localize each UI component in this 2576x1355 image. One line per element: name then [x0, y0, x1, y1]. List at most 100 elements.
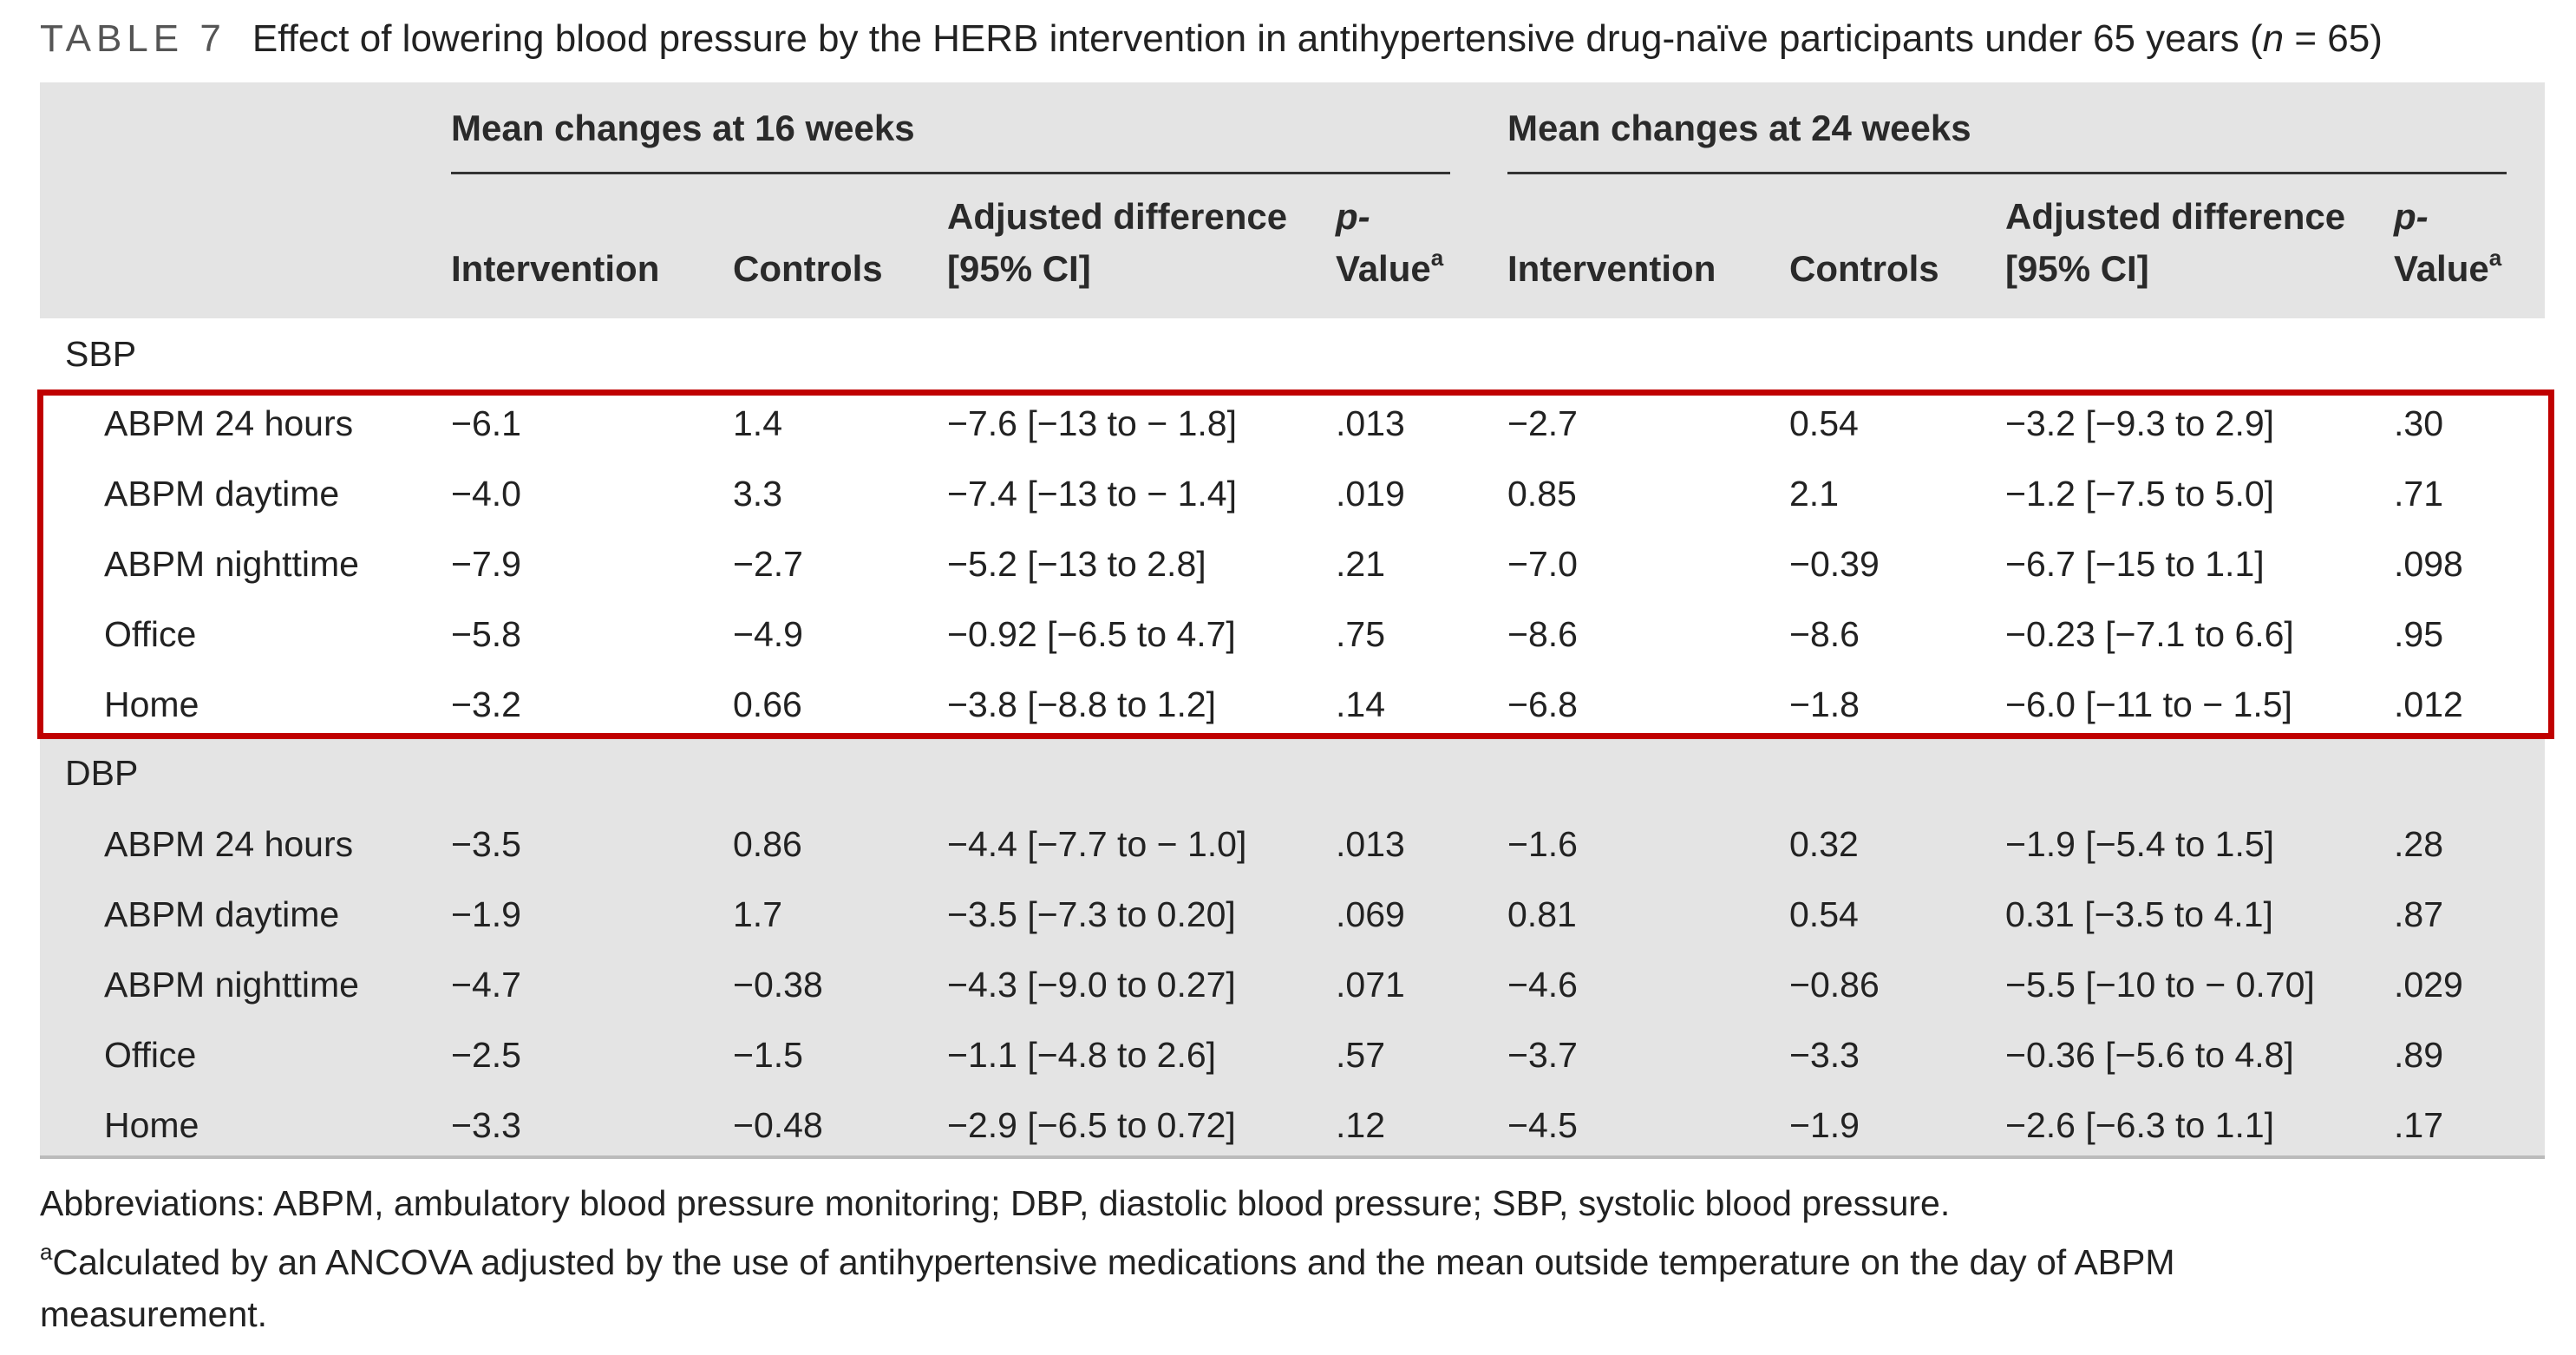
header-background: [40, 82, 2545, 318]
table-cell: −8.6: [1789, 614, 1860, 654]
table-cell: .87: [2394, 894, 2443, 934]
column-header-7: [95% CI]: [2005, 248, 2149, 289]
column-header-1: Intervention: [451, 248, 660, 289]
table-cell: −3.5 [−7.3 to 0.20]: [947, 894, 1236, 934]
column-header-8: Valuea: [2394, 245, 2502, 289]
group-rule-24-weeks: [1507, 172, 2507, 174]
table-cell: −0.92 [−6.5 to 4.7]: [947, 614, 1236, 654]
column-header-3-line1: Adjusted difference: [947, 196, 1288, 237]
table-cell: 0.54: [1789, 403, 1859, 443]
column-header-3: [95% CI]: [947, 248, 1091, 289]
table-cell: −7.9: [451, 544, 521, 584]
row-label: Home: [104, 1105, 199, 1145]
table-cell: 0.85: [1507, 474, 1577, 514]
table-cell: −2.7: [1507, 403, 1578, 443]
table-cell: −1.8: [1789, 684, 1860, 724]
table-cell: .28: [2394, 824, 2443, 864]
table-cell: .013: [1336, 824, 1405, 864]
table-cell: 0.32: [1789, 824, 1859, 864]
column-header-7-line1: Adjusted difference: [2005, 196, 2346, 237]
table-cell: −0.39: [1789, 544, 1880, 584]
table-cell: −6.7 [−15 to 1.1]: [2005, 544, 2265, 584]
column-header-4: Valuea: [1336, 245, 1444, 289]
table-cell: 1.4: [733, 403, 782, 443]
table-cell: −4.7: [451, 965, 521, 1005]
table-cell: .12: [1336, 1105, 1385, 1145]
table-cell: −0.23 [−7.1 to 6.6]: [2005, 614, 2294, 654]
table-cell: .21: [1336, 544, 1385, 584]
table-cell: −0.38: [733, 965, 823, 1005]
row-label: ABPM daytime: [104, 894, 340, 934]
table-cell: .17: [2394, 1105, 2443, 1145]
group-rule-16-weeks: [451, 172, 1450, 174]
table-cell: −3.3: [1789, 1035, 1860, 1075]
table-cell: .071: [1336, 965, 1405, 1005]
table-label: TABLE 7: [40, 17, 226, 60]
column-header-4-line1: p-: [1336, 196, 1370, 237]
table-cell: −1.9: [451, 894, 521, 934]
footnote-abbreviations: Abbreviations: ABPM, ambulatory blood pr…: [40, 1183, 1951, 1223]
table-cell: .14: [1336, 684, 1385, 724]
table-cell: −8.6: [1507, 614, 1578, 654]
table-cell: −7.0: [1507, 544, 1578, 584]
table-cell: −5.8: [451, 614, 521, 654]
group-header-24-weeks: Mean changes at 24 weeks: [1507, 108, 1971, 148]
row-label: Home: [104, 684, 199, 724]
table-cell: .069: [1336, 894, 1405, 934]
table-cell: 2.1: [1789, 474, 1839, 514]
row-label: ABPM 24 hours: [104, 403, 354, 443]
table-cell: −6.0 [−11 to − 1.5]: [2005, 684, 2292, 724]
table-cell: −3.2: [451, 684, 521, 724]
table-cell: .95: [2394, 614, 2443, 654]
group-header-16-weeks: Mean changes at 16 weeks: [451, 108, 915, 148]
table-cell: 0.86: [733, 824, 802, 864]
row-label: Office: [104, 1035, 197, 1075]
table-cell: −1.9: [1789, 1105, 1860, 1145]
dbp-section-background: [40, 739, 2545, 1155]
table-cell: −7.4 [−13 to − 1.4]: [947, 474, 1237, 514]
table-cell: .019: [1336, 474, 1405, 514]
table-cell: −1.9 [−5.4 to 1.5]: [2005, 824, 2275, 864]
table-cell: −2.5: [451, 1035, 521, 1075]
table-cell: 3.3: [733, 474, 782, 514]
column-header-5: Intervention: [1507, 248, 1716, 289]
table-cell: .57: [1336, 1035, 1385, 1075]
table-cell: .098: [2394, 544, 2463, 584]
table-cell: .013: [1336, 403, 1405, 443]
table-cell: .30: [2394, 403, 2443, 443]
table-cell: 0.66: [733, 684, 802, 724]
row-label: ABPM nighttime: [104, 965, 359, 1005]
table-title: Effect of lowering blood pressure by the…: [252, 17, 2383, 60]
table-cell: 0.31 [−3.5 to 4.1]: [2005, 894, 2273, 934]
table-cell: .71: [2394, 474, 2443, 514]
table-cell: −2.9 [−6.5 to 0.72]: [947, 1105, 1236, 1145]
table-cell: 0.54: [1789, 894, 1859, 934]
row-label: ABPM 24 hours: [104, 824, 354, 864]
table-cell: −5.2 [−13 to 2.8]: [947, 544, 1206, 584]
column-header-2: Controls: [733, 248, 883, 289]
table-cell: −2.6 [−6.3 to 1.1]: [2005, 1105, 2275, 1145]
table-cell: −4.4 [−7.7 to − 1.0]: [947, 824, 1247, 864]
table-cell: −3.3: [451, 1105, 521, 1145]
table-cell: −6.8: [1507, 684, 1578, 724]
table-cell: 0.81: [1507, 894, 1577, 934]
table-cell: −3.8 [−8.8 to 1.2]: [947, 684, 1217, 724]
table-cell: −3.2 [−9.3 to 2.9]: [2005, 403, 2275, 443]
table-cell: −0.36 [−5.6 to 4.8]: [2005, 1035, 2294, 1075]
table-cell: −1.6: [1507, 824, 1578, 864]
table-cell: −7.6 [−13 to − 1.8]: [947, 403, 1237, 443]
table-cell: .75: [1336, 614, 1385, 654]
table-cell: −3.5: [451, 824, 521, 864]
row-label: ABPM nighttime: [104, 544, 359, 584]
row-label: ABPM daytime: [104, 474, 340, 514]
table-cell: −4.3 [−9.0 to 0.27]: [947, 965, 1236, 1005]
table-cell: .029: [2394, 965, 2463, 1005]
table-cell: .89: [2394, 1035, 2443, 1075]
section-header-sbp: SBP: [65, 334, 137, 374]
table-cell: −4.5: [1507, 1105, 1578, 1145]
table-cell: −4.0: [451, 474, 521, 514]
table-cell: −4.9: [733, 614, 803, 654]
table-cell: −4.6: [1507, 965, 1578, 1005]
table-cell: −1.5: [733, 1035, 803, 1075]
